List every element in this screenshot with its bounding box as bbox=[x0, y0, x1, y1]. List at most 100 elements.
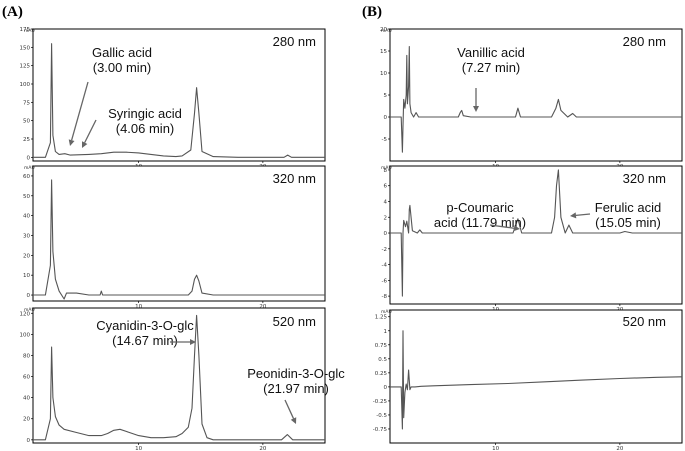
annotation-arrow bbox=[70, 81, 89, 141]
y-tick-label: 175 bbox=[20, 27, 31, 33]
y-tick-label: 120 bbox=[20, 311, 31, 317]
peak-annotation-text: Cyanidin-3-O-glc bbox=[96, 318, 194, 333]
y-unit-label: mAU bbox=[24, 165, 35, 171]
chromatogram-trace bbox=[33, 314, 325, 441]
y-tick-label: 0 bbox=[27, 155, 31, 161]
annotation-arrow bbox=[489, 224, 515, 229]
peak-annotation-text: Peonidin-3-O-glc bbox=[247, 366, 345, 381]
y-tick-label: 125 bbox=[20, 64, 31, 70]
wavelength-label: 320 nm bbox=[273, 171, 316, 186]
y-tick-label: 1.25 bbox=[375, 315, 388, 321]
y-tick-label: 20 bbox=[23, 253, 30, 259]
y-tick-label: -0.75 bbox=[373, 427, 388, 433]
y-tick-label: -4 bbox=[382, 263, 388, 269]
y-tick-label: 100 bbox=[20, 82, 31, 88]
arrowhead bbox=[473, 106, 479, 112]
y-tick-label: 10 bbox=[380, 71, 387, 77]
arrowhead bbox=[513, 225, 520, 232]
y-tick-label: 40 bbox=[23, 214, 30, 220]
peak-annotation: Gallic acid(3.00 min) bbox=[68, 45, 152, 146]
y-tick-label: 0 bbox=[27, 438, 31, 444]
y-unit-label: mAU bbox=[381, 309, 392, 315]
chromatogram-trace bbox=[390, 169, 682, 297]
chromatogram-trace bbox=[390, 46, 682, 153]
arrowhead bbox=[68, 139, 75, 146]
chromatogram-trace bbox=[33, 43, 325, 158]
y-tick-label: -6 bbox=[382, 278, 388, 284]
wavelength-label: 320 nm bbox=[623, 171, 666, 186]
y-tick-label: 50 bbox=[23, 119, 30, 125]
wavelength-label: 520 nm bbox=[273, 314, 316, 329]
peak-annotation: Ferulic acid(15.05 min) bbox=[570, 200, 661, 230]
peak-annotation-text: p-Coumaric bbox=[446, 200, 514, 215]
y-tick-label: 6 bbox=[384, 184, 388, 190]
peak-annotation-text: (21.97 min) bbox=[263, 381, 329, 396]
y-tick-label: 75 bbox=[23, 100, 30, 106]
y-tick-label: 5 bbox=[384, 93, 388, 99]
y-tick-label: 8 bbox=[384, 168, 388, 174]
annotation-arrow bbox=[575, 213, 591, 217]
x-tick-label: 10 bbox=[135, 304, 142, 310]
y-tick-label: 10 bbox=[23, 273, 30, 279]
y-tick-label: 0.25 bbox=[375, 371, 388, 377]
peak-annotation-text: (3.00 min) bbox=[93, 60, 152, 75]
y-tick-label: 60 bbox=[23, 375, 30, 381]
x-tick-label: 10 bbox=[492, 446, 499, 451]
y-tick-label: 15 bbox=[380, 49, 387, 55]
arrowhead bbox=[190, 339, 196, 345]
y-tick-label: 30 bbox=[23, 233, 30, 239]
peak-annotation-text: Syringic acid bbox=[108, 106, 182, 121]
panel-letter-a: (A) bbox=[2, 4, 23, 20]
x-tick-label: 20 bbox=[259, 304, 266, 310]
y-tick-label: -2 bbox=[382, 247, 387, 253]
y-tick-label: -5 bbox=[382, 137, 388, 143]
plot-frame bbox=[389, 309, 683, 444]
y-tick-label: 60 bbox=[23, 174, 30, 180]
y-tick-label: 0.5 bbox=[378, 357, 387, 363]
y-unit-label: mAU bbox=[24, 307, 35, 313]
x-tick-label: 20 bbox=[259, 446, 266, 451]
arrowhead bbox=[82, 141, 88, 148]
annotation-arrow bbox=[284, 399, 295, 419]
peak-annotation-text: (4.06 min) bbox=[116, 121, 175, 136]
peak-annotation: Cyanidin-3-O-glc(14.67 min) bbox=[96, 318, 196, 348]
panel-letter-b: (B) bbox=[362, 4, 382, 20]
y-unit-label: mAU bbox=[381, 28, 392, 34]
y-tick-label: 100 bbox=[20, 332, 31, 338]
y-tick-label: 1 bbox=[384, 329, 388, 335]
peak-annotation-text: (7.27 min) bbox=[462, 60, 521, 75]
plot-frame bbox=[32, 165, 326, 302]
x-tick-label: 20 bbox=[616, 446, 623, 451]
peak-annotation-text: Gallic acid bbox=[92, 45, 152, 60]
y-tick-label: 25 bbox=[23, 137, 30, 143]
y-tick-label: 4 bbox=[384, 199, 388, 205]
arrowhead bbox=[290, 417, 297, 424]
y-tick-label: -0.5 bbox=[376, 413, 387, 419]
annotation-arrow bbox=[84, 119, 97, 143]
y-tick-label: 0 bbox=[384, 385, 388, 391]
y-tick-label: 0 bbox=[27, 293, 31, 299]
plot-frame bbox=[32, 307, 326, 444]
plot-frame bbox=[389, 28, 683, 162]
y-unit-label: mAU bbox=[381, 165, 392, 171]
y-tick-label: 50 bbox=[23, 194, 30, 200]
plot-frame bbox=[389, 165, 683, 305]
y-tick-label: 0 bbox=[384, 115, 388, 121]
wavelength-label: 280 nm bbox=[623, 34, 666, 49]
y-tick-label: 2 bbox=[384, 215, 388, 221]
y-tick-label: 20 bbox=[380, 27, 387, 33]
chromatogram-trace bbox=[33, 179, 325, 300]
y-tick-label: 150 bbox=[20, 45, 31, 51]
peak-annotation: Vanillic acid(7.27 min) bbox=[457, 45, 525, 112]
y-unit-label: mAU bbox=[24, 28, 35, 34]
y-tick-label: -8 bbox=[382, 294, 388, 300]
peak-annotation: Syringic acid(4.06 min) bbox=[82, 106, 182, 148]
y-tick-label: 0.75 bbox=[375, 343, 388, 349]
peak-annotation-text: Vanillic acid bbox=[457, 45, 525, 60]
